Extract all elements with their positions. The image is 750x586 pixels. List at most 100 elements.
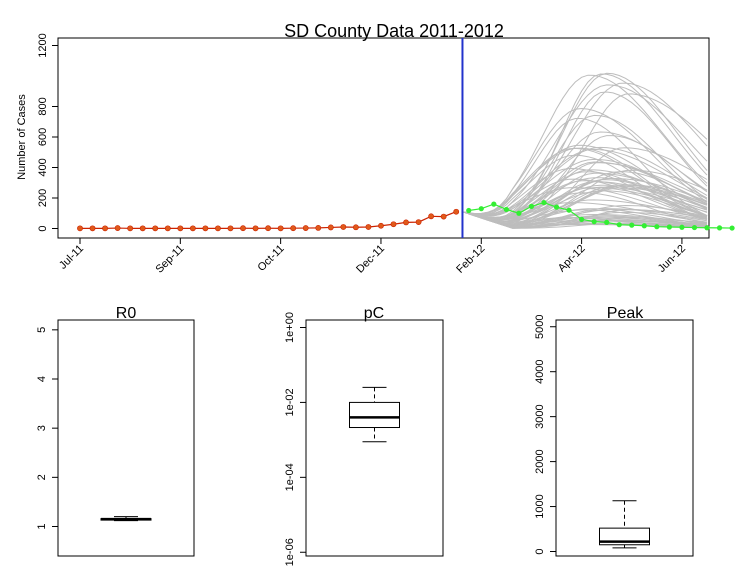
ensemble-curve (462, 208, 708, 225)
observed-point (352, 224, 359, 231)
chart-title: SD County Data 2011-2012 (284, 21, 504, 41)
x-axis: Jul-11 Sep-11 Oct-11 Dec-11 Feb-12 Apr-12 Jun-… (57, 238, 688, 276)
y-tick-label: 1e-02 (284, 388, 296, 416)
after-cutoff-point (528, 203, 535, 209)
x-tick-label: Jul-11 (57, 243, 86, 272)
peak-boxplot: Peak 0 1000 2000 3000 4000 5000 (534, 305, 694, 557)
observed-point (440, 213, 447, 220)
x-tick-label: Dec-11 (354, 243, 387, 276)
observed-point (252, 225, 259, 232)
after-cutoff-point (616, 222, 622, 228)
ensemble-curves (462, 72, 708, 229)
x-tick-label: Jun-12 (656, 243, 688, 275)
observed-point (302, 225, 309, 231)
y-axis: 0 200 400 600 800 1200 (37, 33, 58, 232)
after-cutoff-point (691, 224, 698, 231)
y-tick-label: 1000 (534, 494, 546, 518)
y-axis-label: Number of Cases (16, 94, 28, 180)
ensemble-curve (462, 114, 708, 220)
boxplot-title-r0: R0 (116, 305, 137, 322)
y-tick-label: 5000 (534, 315, 546, 339)
y-tick-label: 200 (37, 189, 49, 207)
y-tick-label: 3000 (534, 404, 546, 428)
observed-point (290, 225, 297, 232)
ensemble-curve (462, 177, 708, 222)
boxplot-frame-pc (305, 319, 444, 557)
after-cutoff-point (604, 219, 610, 225)
after-cutoff-point (516, 210, 522, 216)
ensemble-curve (462, 107, 708, 215)
y-tick-label: 4000 (534, 359, 546, 383)
y-tick-label: 1 (36, 523, 48, 529)
after-cutoff-point (679, 224, 685, 230)
ensemble-curve (462, 147, 708, 217)
y-tick-label: 400 (37, 158, 49, 176)
observed-point (277, 225, 284, 232)
after-cutoff-point (466, 207, 472, 214)
observed-point (77, 225, 83, 232)
y-tick-label: 1200 (37, 33, 49, 57)
after-cutoff-point (704, 225, 710, 231)
ensemble-curve (462, 148, 708, 216)
after-cutoff-point (503, 206, 509, 213)
after-cutoff-line (468, 201, 733, 229)
observed-point (189, 225, 196, 232)
boxplot-frame-peak (555, 319, 694, 557)
plot-frame (57, 37, 710, 239)
y-tick-label: 0 (534, 548, 546, 554)
observed-point (202, 225, 209, 232)
ensemble-curve (462, 178, 708, 220)
after-cutoff-point (629, 222, 635, 228)
y-tick-label: 0 (37, 225, 49, 231)
x-tick-label: Oct-11 (256, 243, 287, 274)
observed-point (390, 221, 397, 228)
boxplot-title-pc: pC (364, 305, 384, 322)
case-count-chart: SD County Data 2011-2012 Number of Cases… (16, 21, 735, 276)
after-cutoff-point (478, 206, 484, 212)
x-tick-label: Sep-11 (153, 243, 186, 276)
observed-point (453, 208, 460, 215)
y-tick-label: 600 (37, 128, 49, 146)
observed-series (77, 208, 460, 232)
after-cutoff-point (591, 219, 597, 225)
observed-point (102, 225, 108, 232)
x-tick-label: Feb-12 (454, 243, 487, 276)
y-tick-label: 1e-04 (284, 463, 296, 491)
after-cutoff-point (654, 224, 660, 230)
y-tick-label: 2000 (534, 449, 546, 473)
observed-point (215, 225, 221, 232)
y-tick-label: 1e-06 (284, 538, 296, 566)
pc-boxplot: pC 1e-06 1e-04 1e-02 1e+00 (284, 305, 444, 566)
y-tick-label: 2 (36, 474, 48, 480)
observed-point (403, 219, 409, 226)
boxplot-title-peak: Peak (607, 305, 644, 322)
after-cutoff-point (491, 201, 497, 207)
ensemble-curve (462, 131, 708, 220)
observed-point (378, 222, 384, 229)
x-tick-label: Apr-12 (556, 243, 588, 275)
ensemble-curve (462, 208, 708, 228)
after-cutoff-point (641, 223, 647, 229)
observed-point (164, 225, 171, 232)
observed-point (177, 225, 184, 232)
observed-point (365, 224, 372, 230)
observed-point (227, 225, 234, 232)
after-cutoff-point (666, 224, 672, 230)
observed-point (139, 225, 146, 232)
iqr-box (349, 401, 400, 429)
y-tick-label: 1e+00 (284, 312, 296, 343)
observed-point (340, 224, 347, 230)
observed-point (428, 213, 435, 220)
observed-point (127, 225, 134, 232)
y-tick-label: 5 (36, 327, 48, 333)
after-cutoff-point (579, 216, 585, 222)
after-cutoff-series (466, 199, 735, 231)
ensemble-curve (462, 72, 708, 219)
y-tick-label: 4 (36, 376, 48, 382)
r0-boxplot: R0 1 2 3 4 5 (36, 305, 195, 557)
after-cutoff-point (729, 225, 735, 231)
after-cutoff-point (553, 204, 560, 210)
y-tick-label: 3 (36, 425, 48, 431)
observed-point (265, 225, 271, 232)
